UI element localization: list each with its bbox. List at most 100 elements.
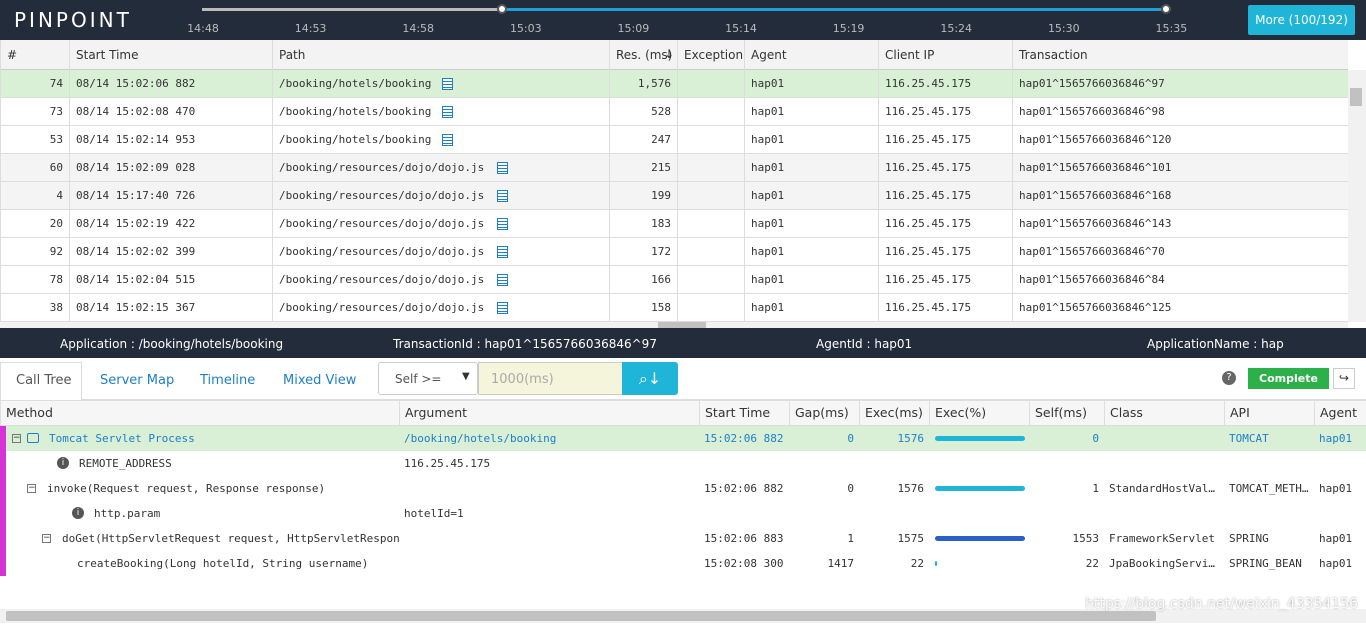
search-button[interactable]: ⌕↓ [622, 362, 678, 395]
tree-column-header[interactable]: Exec(%) [929, 400, 1029, 426]
path-icon[interactable] [496, 302, 508, 314]
table-row[interactable] [0, 70, 1348, 98]
timeline-tick: 15:03 [509, 22, 542, 35]
table-cell [677, 266, 744, 294]
table-cell: 08/14 15:02:09 028 [69, 154, 272, 182]
path-icon[interactable] [496, 246, 508, 258]
table-row[interactable] [0, 154, 1348, 182]
complete-button[interactable]: Complete [1248, 368, 1329, 389]
column-header[interactable]: # [0, 40, 69, 70]
tree-cell: TOMCAT_METH… [1229, 482, 1309, 495]
timeline-tick: 15:14 [725, 22, 757, 35]
timeline-tick: 14:58 [402, 22, 435, 35]
tabs-line [82, 399, 1366, 400]
help-icon[interactable]: ? [1222, 371, 1236, 385]
tab[interactable]: Call Tree [16, 373, 72, 388]
table-row[interactable] [0, 126, 1348, 154]
table-row[interactable] [0, 182, 1348, 210]
path-icon[interactable] [496, 274, 508, 286]
tree-cell: FrameworkServlet [1109, 532, 1215, 545]
tree-column-header[interactable]: Class [1104, 400, 1224, 426]
tree-cell: 0 [847, 432, 854, 445]
tree-cell: JpaBookingServi… [1109, 557, 1215, 570]
column-header[interactable]: Start Time [69, 40, 272, 70]
tree-cell [1029, 451, 1104, 476]
timeline-tick: 14:53 [294, 22, 327, 35]
tree-cell: SPRING_BEAN [1229, 557, 1302, 570]
tree-column-header[interactable]: API [1224, 400, 1314, 426]
tree-cell: 1 [847, 532, 854, 545]
scrollbar-v [1348, 70, 1366, 322]
table-row[interactable] [0, 294, 1348, 322]
timeline-handle[interactable] [1161, 4, 1171, 14]
table-cell: 172 [609, 238, 677, 266]
tab[interactable]: Server Map [100, 373, 175, 388]
tab[interactable]: Mixed View [283, 373, 357, 388]
table-cell: hap01 [744, 154, 878, 182]
table-cell: 116.25.45.175 [878, 294, 1012, 322]
table-cell: hap01^1565766036846^84 [1012, 266, 1348, 294]
tree-cell: StandardHostVal… [1109, 482, 1215, 495]
table-cell: 116.25.45.175 [878, 70, 1012, 98]
column-header[interactable]: Transaction [1012, 40, 1348, 70]
table-cell: 92 [0, 238, 69, 266]
column-header[interactable]: Exception [677, 40, 744, 70]
tree-row[interactable] [6, 426, 1366, 451]
tree-column-header[interactable]: Argument [399, 400, 699, 426]
table-cell: hap01^1565766036846^120 [1012, 126, 1348, 154]
table-row[interactable] [0, 98, 1348, 126]
column-header[interactable]: Path [272, 40, 609, 70]
column-header[interactable]: Client IP [878, 40, 1012, 70]
path-icon[interactable] [496, 218, 508, 230]
timeline-handle[interactable] [497, 4, 507, 14]
timeline-tick: 15:24 [940, 22, 973, 35]
table-cell: 08/14 15:02:19 422 [69, 210, 272, 238]
table-cell: hap01^1565766036846^101 [1012, 154, 1348, 182]
tree-cell [1224, 451, 1314, 476]
path-icon[interactable] [442, 106, 454, 118]
tree-cell: 15:02:08 300 [704, 557, 784, 570]
self-select[interactable]: Self >= [378, 362, 478, 395]
more-button[interactable]: More (100/192) [1248, 5, 1355, 35]
tree-cell: 116.25.45.175 [404, 457, 491, 470]
threshold-input[interactable]: 1000(ms) [478, 362, 623, 395]
tree-cell: Tomcat Servlet Process [49, 432, 195, 445]
tree-column-header[interactable]: Self(ms) [1029, 400, 1104, 426]
path-icon[interactable] [442, 134, 454, 146]
tree-column-header[interactable]: Gap(ms) [789, 400, 859, 426]
table-cell: hap01 [744, 266, 878, 294]
scroll-thumb [6, 611, 1156, 621]
table-cell: 08/14 15:17:40 726 [69, 182, 272, 210]
table-cell [677, 238, 744, 266]
tree-cell: 1 [1092, 482, 1099, 495]
toggle-icon[interactable]: − [42, 534, 51, 543]
path-icon[interactable] [496, 190, 508, 202]
table-cell: 20 [0, 210, 69, 238]
table-cell: hap01^1565766036846^70 [1012, 238, 1348, 266]
timeline-tick: 15:30 [1047, 22, 1080, 35]
column-header[interactable]: Res. (ms) [609, 40, 677, 70]
table-row[interactable] [0, 210, 1348, 238]
table-row[interactable] [0, 266, 1348, 294]
toggle-icon[interactable]: − [27, 484, 36, 493]
table-cell [677, 126, 744, 154]
path-icon[interactable] [496, 162, 508, 174]
toggle-icon[interactable]: − [12, 434, 21, 443]
tree-cell: hap01 [1319, 557, 1353, 570]
scroll-thumb [1350, 88, 1362, 106]
table-cell: 08/14 15:02:08 470 [69, 98, 272, 126]
table-cell: /booking/hotels/booking [272, 70, 609, 98]
info-text: ApplicationName : hap [1147, 337, 1284, 351]
tree-cell: 15:02:06 883 [704, 532, 784, 545]
table-row[interactable] [0, 238, 1348, 266]
column-header[interactable]: Agent [744, 40, 878, 70]
tree-column-header[interactable]: Method [0, 400, 399, 426]
table-cell: /booking/resources/dojo/dojo.js [272, 238, 609, 266]
tab[interactable]: Timeline [200, 373, 256, 388]
tree-column-header[interactable]: Agent [1314, 400, 1366, 426]
export-button[interactable]: ↪ [1333, 368, 1355, 389]
tree-column-header[interactable]: Exec(ms) [859, 400, 929, 426]
table-cell: 528 [609, 98, 677, 126]
tree-column-header[interactable]: Start Time [699, 400, 789, 426]
path-icon[interactable] [442, 78, 454, 90]
